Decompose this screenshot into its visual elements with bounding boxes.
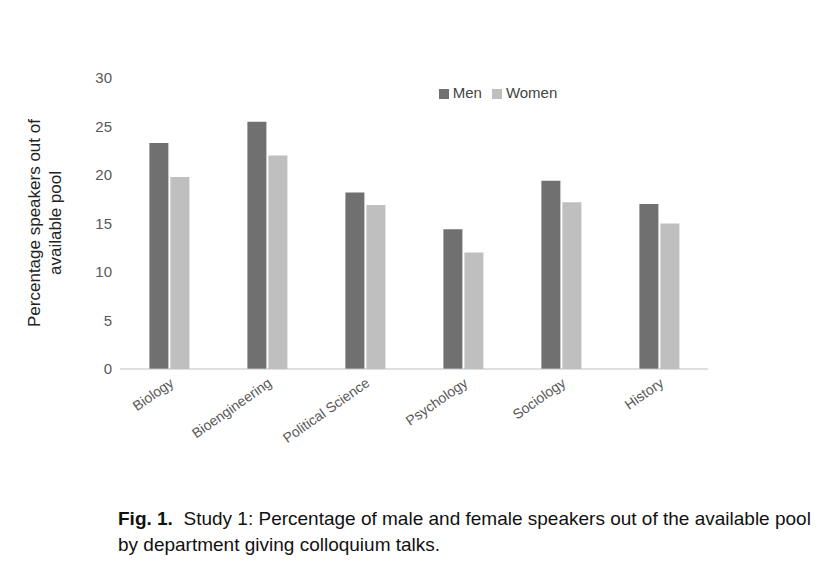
html-text:Fig. 1.: Fig. 1. (118, 508, 173, 529)
svg-text:20: 20 (95, 166, 112, 183)
svg-text:Sociology: Sociology (510, 374, 569, 422)
html-text:Women: Women (505, 84, 558, 101)
svg-text:25: 25 (95, 118, 112, 135)
html-text:Men: Men (452, 84, 482, 101)
svg-text:Psychology: Psychology (403, 374, 471, 428)
html-text:Study 1: Percentage of male an: Study 1: Percentage of male and female s… (118, 508, 811, 555)
html-text:Percentage speakers out of ava: Percentage speakers out of available poo… (25, 119, 65, 327)
svg-text:15: 15 (95, 215, 112, 232)
svg-text:0: 0 (104, 360, 112, 377)
svg-text:Biology: Biology (130, 374, 177, 413)
svg-text:10: 10 (95, 263, 112, 280)
svg-text:History: History (622, 374, 667, 412)
svg-text:5: 5 (104, 312, 112, 329)
svg-text:30: 30 (95, 69, 112, 86)
svg-text:Bioengineering: Bioengineering (189, 374, 275, 441)
svg-text:Political Science: Political Science (280, 374, 373, 446)
